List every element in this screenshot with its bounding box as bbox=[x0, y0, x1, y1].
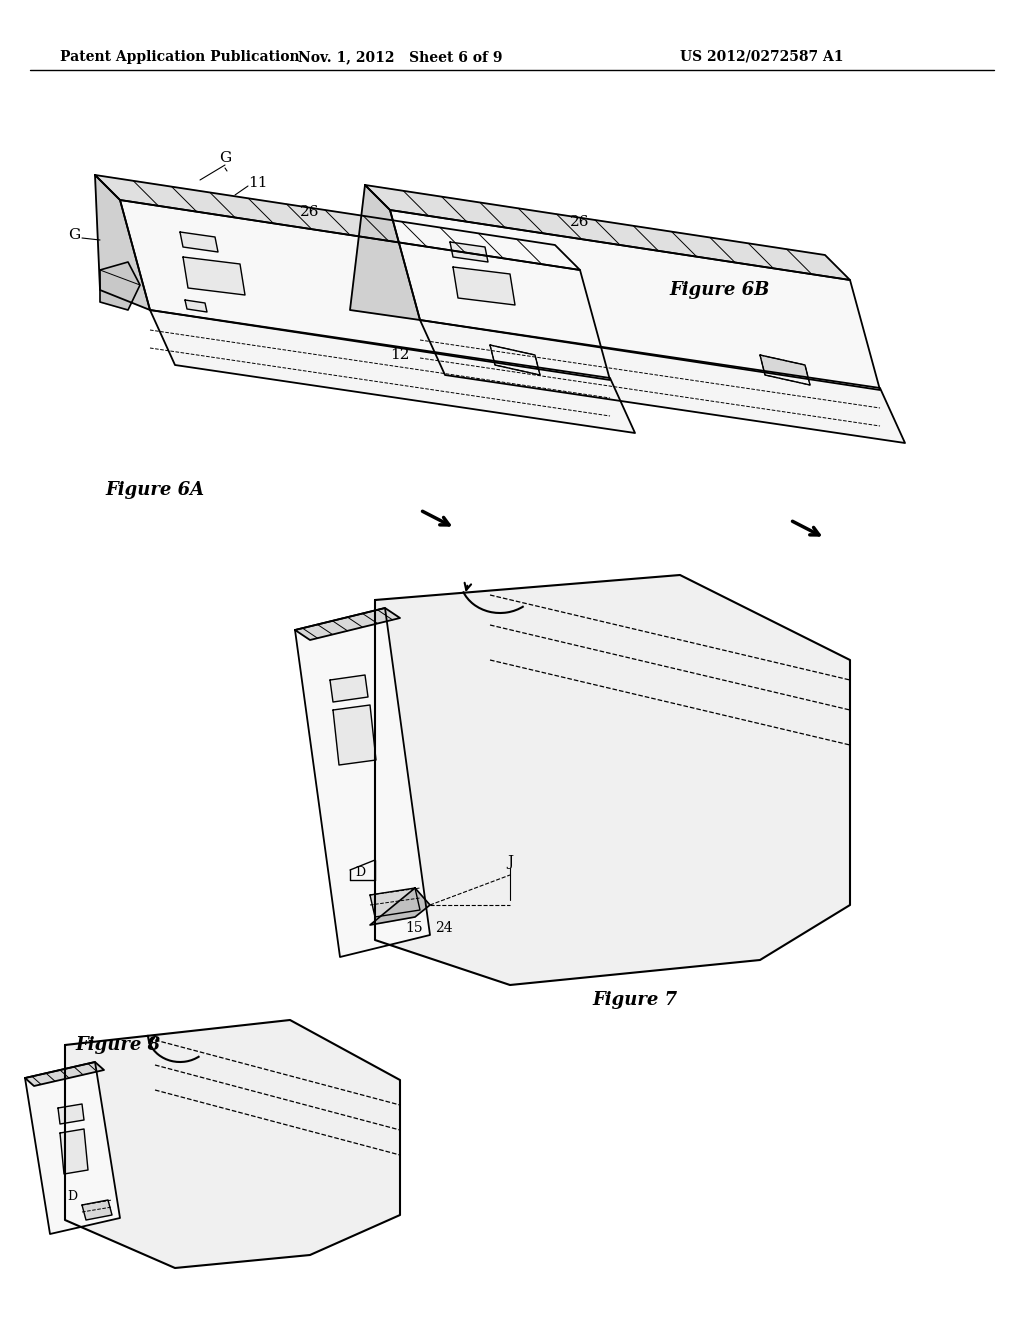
Text: Nov. 1, 2012   Sheet 6 of 9: Nov. 1, 2012 Sheet 6 of 9 bbox=[298, 50, 502, 63]
Polygon shape bbox=[375, 576, 850, 985]
Text: Patent Application Publication: Patent Application Publication bbox=[60, 50, 300, 63]
Polygon shape bbox=[100, 261, 140, 310]
Polygon shape bbox=[390, 210, 880, 389]
Polygon shape bbox=[760, 355, 810, 385]
Text: Figure 6A: Figure 6A bbox=[105, 480, 205, 499]
Polygon shape bbox=[180, 232, 218, 252]
Polygon shape bbox=[370, 888, 420, 917]
Polygon shape bbox=[25, 1063, 120, 1234]
Polygon shape bbox=[58, 1104, 84, 1125]
Polygon shape bbox=[295, 609, 430, 957]
Polygon shape bbox=[95, 176, 150, 310]
Text: 12: 12 bbox=[390, 348, 410, 362]
Text: G: G bbox=[68, 228, 80, 242]
Polygon shape bbox=[25, 1063, 104, 1086]
Polygon shape bbox=[365, 185, 850, 280]
Polygon shape bbox=[420, 319, 905, 444]
Text: 15: 15 bbox=[406, 921, 423, 935]
Text: J: J bbox=[507, 855, 513, 869]
Polygon shape bbox=[350, 185, 420, 319]
Polygon shape bbox=[333, 705, 376, 766]
Polygon shape bbox=[370, 888, 430, 925]
Text: G: G bbox=[219, 150, 231, 165]
Polygon shape bbox=[150, 310, 635, 433]
Text: 24: 24 bbox=[435, 921, 453, 935]
Text: US 2012/0272587 A1: US 2012/0272587 A1 bbox=[680, 50, 844, 63]
Text: 26: 26 bbox=[570, 215, 590, 228]
Text: Figure 7: Figure 7 bbox=[593, 991, 678, 1008]
Polygon shape bbox=[453, 267, 515, 305]
Text: Figure 6B: Figure 6B bbox=[670, 281, 770, 300]
Polygon shape bbox=[65, 1020, 400, 1269]
Polygon shape bbox=[295, 609, 400, 640]
Polygon shape bbox=[183, 257, 245, 294]
Text: D: D bbox=[355, 866, 366, 879]
Polygon shape bbox=[95, 176, 580, 271]
Polygon shape bbox=[60, 1129, 88, 1173]
Polygon shape bbox=[490, 345, 540, 375]
Text: 11: 11 bbox=[248, 176, 267, 190]
Text: 26: 26 bbox=[300, 205, 319, 219]
Polygon shape bbox=[450, 242, 488, 261]
Polygon shape bbox=[82, 1200, 112, 1220]
Text: D: D bbox=[67, 1191, 77, 1204]
Polygon shape bbox=[185, 300, 207, 312]
Polygon shape bbox=[330, 675, 368, 702]
Polygon shape bbox=[120, 201, 610, 380]
Text: Figure 8: Figure 8 bbox=[76, 1036, 161, 1053]
